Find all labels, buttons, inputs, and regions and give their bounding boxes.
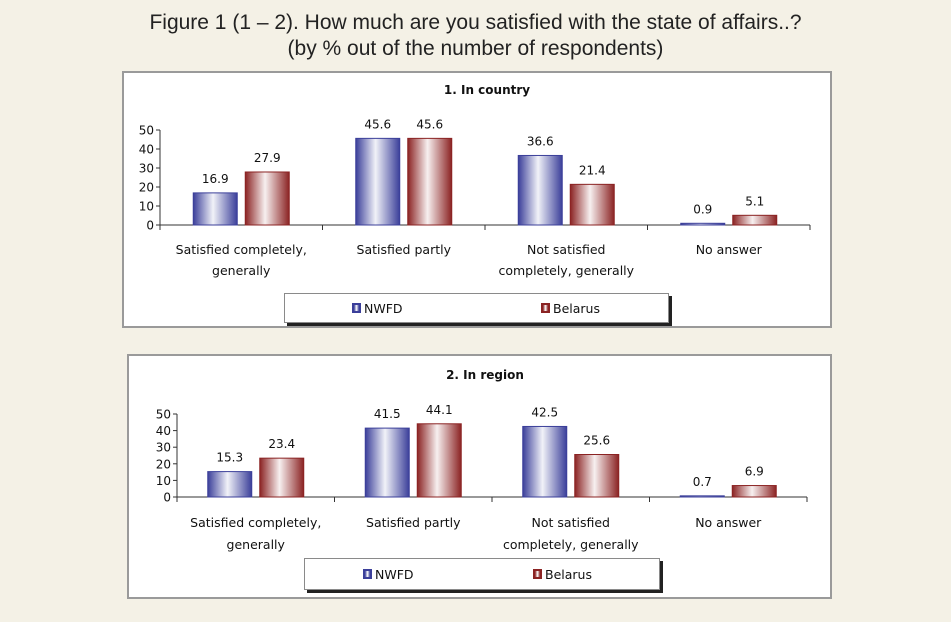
bar-belarus <box>732 214 778 226</box>
data-label: 25.6 <box>583 434 610 448</box>
data-label: 44.1 <box>426 403 453 417</box>
figure-title: Figure 1 (1 – 2). How much are you satis… <box>0 10 951 62</box>
chart-region-svg: 2. In region 0 10 20 30 40 50 15.3 23.4 Satisfied… <box>156 368 808 552</box>
data-label: 21.4 <box>579 163 606 177</box>
y-tick-label: 20 <box>156 457 171 471</box>
data-label: 23.4 <box>268 437 295 451</box>
bar-nwfd <box>207 471 253 498</box>
legend-item-belarus: Belarus <box>533 559 592 589</box>
bar-belarus <box>244 171 290 226</box>
bar-belarus <box>569 183 615 226</box>
legend-label-belarus: Belarus <box>553 300 600 316</box>
data-label: 6.9 <box>745 465 764 479</box>
y-tick-label: 0 <box>146 219 154 233</box>
legend-swatch-nwfd <box>352 303 361 313</box>
legend-item-nwfd: NWFD <box>363 559 414 589</box>
chart-title: 2. In region <box>446 368 524 382</box>
legend-country: NWFD Belarus <box>284 293 669 323</box>
y-tick-label: 30 <box>156 441 171 455</box>
legend-item-nwfd: NWFD <box>352 294 403 322</box>
data-label: 15.3 <box>216 451 243 465</box>
category-label: No answer <box>696 242 763 257</box>
y-tick-label: 30 <box>139 162 154 176</box>
bar-belarus <box>407 137 453 226</box>
data-label: 36.6 <box>527 134 554 148</box>
category-label: No answer <box>695 515 762 530</box>
chart-panel-country: 1. In country 0 10 20 30 40 50 16.9 27.9 Satisfie… <box>122 71 832 328</box>
bar-belarus <box>731 485 777 498</box>
bar-belarus <box>259 457 305 498</box>
legend-label-belarus: Belarus <box>545 566 592 582</box>
data-label: 45.6 <box>416 117 443 131</box>
data-label: 0.9 <box>693 202 712 216</box>
legend-swatch-belarus <box>533 569 542 579</box>
data-label: 45.6 <box>364 117 391 131</box>
y-tick-label: 0 <box>163 491 171 505</box>
y-tick-label: 10 <box>156 474 171 488</box>
figure-title-line1: Figure 1 (1 – 2). How much are you satis… <box>149 11 802 34</box>
legend-label-nwfd: NWFD <box>375 566 414 582</box>
legend-swatch-nwfd <box>363 569 372 579</box>
y-tick-label: 50 <box>156 408 171 422</box>
legend-region: NWFD Belarus <box>304 558 660 590</box>
legend-label-nwfd: NWFD <box>364 300 403 316</box>
data-label: 5.1 <box>745 194 764 208</box>
category-label: Satisfied completely, generally <box>176 242 307 278</box>
legend-item-belarus: Belarus <box>541 294 600 322</box>
bar-belarus <box>574 454 620 498</box>
bar-nwfd <box>364 427 410 498</box>
data-label: 41.5 <box>374 407 401 421</box>
y-tick-label: 40 <box>139 143 154 157</box>
data-label: 16.9 <box>202 172 229 186</box>
y-tick-label: 40 <box>156 424 171 438</box>
data-label: 0.7 <box>693 475 712 489</box>
chart-panel-region: 2. In region 0 10 20 30 40 50 15.3 23.4 Satisfied… <box>127 354 832 599</box>
category-label: Satisfied partly <box>366 515 461 530</box>
bar-nwfd <box>679 495 725 498</box>
y-tick-label: 50 <box>139 124 154 138</box>
chart-country-svg: 1. In country 0 10 20 30 40 50 16.9 27.9 Satisfie… <box>139 83 811 278</box>
category-label: Satisfied completely, generally <box>190 515 321 552</box>
data-label: 27.9 <box>254 151 281 165</box>
category-label: Not satisfied completely, generally <box>503 515 639 552</box>
figure-title-line2: (by % out of the number of respondents) <box>287 37 664 60</box>
y-tick-label: 10 <box>139 200 154 214</box>
bar-belarus <box>416 423 462 498</box>
bar-nwfd <box>522 425 568 498</box>
bar-nwfd <box>680 222 726 226</box>
y-tick-label: 20 <box>139 181 154 195</box>
data-label: 42.5 <box>531 405 558 419</box>
chart-title: 1. In country <box>444 83 530 97</box>
bar-nwfd <box>192 192 238 226</box>
category-label: Satisfied partly <box>357 242 452 257</box>
bar-nwfd <box>355 137 401 226</box>
legend-swatch-belarus <box>541 303 550 313</box>
category-label: Not satisfied completely, generally <box>498 242 634 278</box>
bar-nwfd <box>517 154 563 226</box>
